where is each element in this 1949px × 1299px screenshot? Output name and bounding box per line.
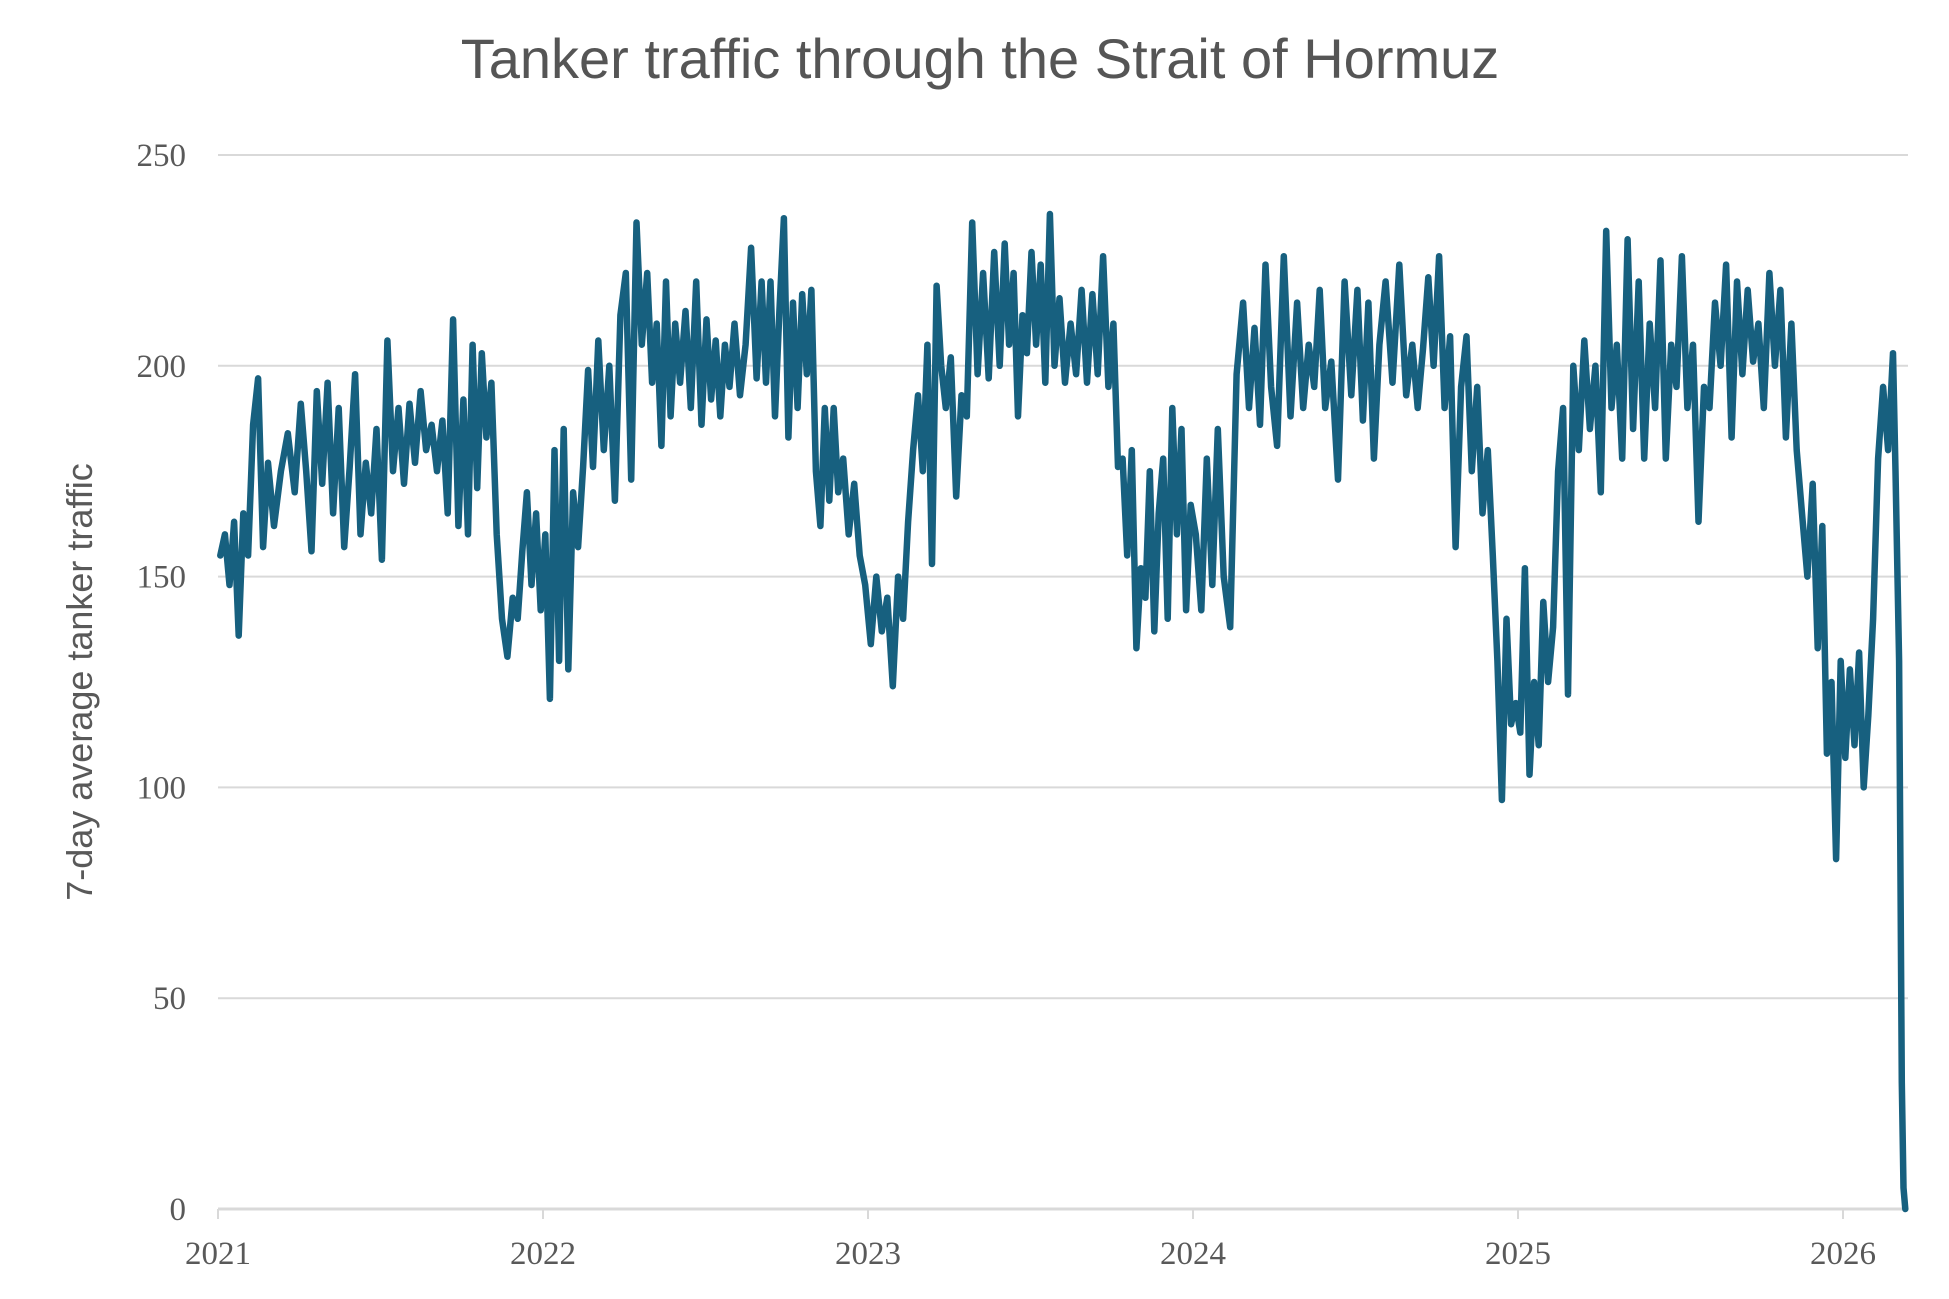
y-tick-label: 200	[137, 349, 187, 385]
x-tick-label: 2021	[185, 1236, 251, 1272]
y-tick-label: 100	[137, 770, 187, 806]
y-tick-label: 50	[153, 981, 186, 1017]
series-line	[217, 210, 1909, 1213]
x-tick-label: 2024	[1160, 1236, 1226, 1272]
x-tick-label: 2022	[510, 1236, 576, 1272]
y-tick-label: 0	[170, 1192, 187, 1228]
gridlines	[218, 154, 1908, 1000]
y-axis-ticks: 0 50 100 150 200 250	[137, 138, 187, 1228]
y-tick-label: 150	[137, 560, 187, 596]
series-layer	[217, 210, 1909, 1213]
y-axis-label: 7-day average tanker traffic	[59, 463, 100, 901]
x-tick-label: 2026	[1810, 1236, 1876, 1272]
y-tick-label: 250	[137, 138, 187, 174]
x-axis: 2021 2022 2023 2024 2025 2026	[185, 1207, 1908, 1272]
x-tick-label: 2025	[1485, 1236, 1551, 1272]
x-tick-label: 2023	[835, 1236, 901, 1272]
chart-title: Tanker traffic through the Strait of Hor…	[461, 27, 1500, 90]
